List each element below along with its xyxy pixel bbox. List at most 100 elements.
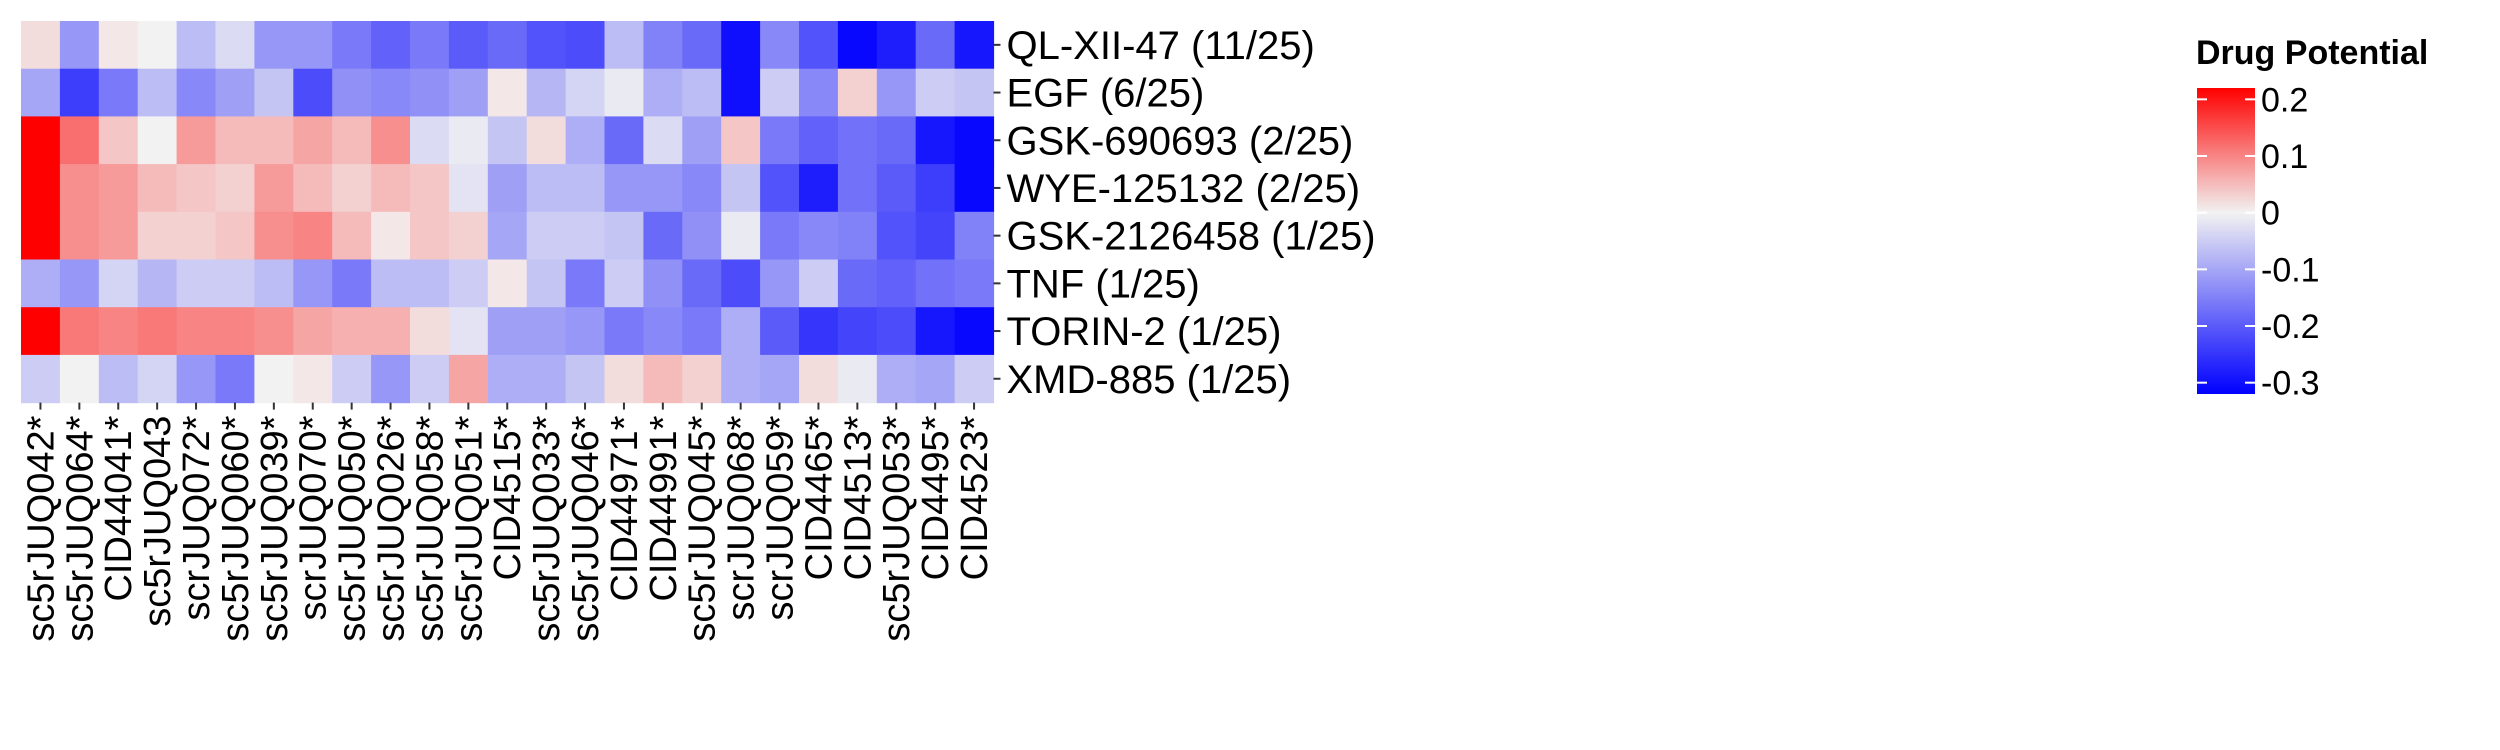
heatmap-cell — [682, 68, 722, 117]
heatmap-cell — [876, 116, 917, 165]
heatmap-cell — [21, 21, 61, 70]
heatmap-cell — [799, 21, 839, 70]
heatmap-cell — [799, 116, 839, 165]
column-label: sc5rJUQ064* — [59, 415, 101, 641]
column-label: CID4523* — [954, 415, 996, 580]
heatmap-cell — [643, 21, 683, 70]
heatmap-cell — [137, 116, 178, 165]
heatmap-cell — [954, 307, 995, 356]
heatmap-cell — [371, 164, 411, 213]
heatmap-cell — [487, 307, 528, 356]
row-label: TORIN-2 (1/25) — [1007, 310, 1282, 354]
heatmap-cell — [682, 116, 722, 165]
heatmap-cell — [254, 164, 294, 213]
heatmap-cell — [604, 354, 644, 404]
heatmap-cell — [332, 21, 372, 70]
heatmap-cell — [954, 259, 995, 308]
heatmap-cell — [98, 116, 139, 165]
column-label: CID44041* — [98, 415, 140, 601]
heatmap-cell — [332, 259, 372, 308]
heatmap-cell — [643, 354, 683, 404]
heatmap-cell — [526, 164, 567, 213]
heatmap-cell — [215, 354, 255, 404]
heatmap-cell — [98, 354, 139, 404]
heatmap-cell — [682, 164, 722, 213]
column-label: sc5rJUQ039* — [254, 415, 296, 641]
heatmap-cell — [176, 68, 217, 117]
heatmap-cell — [410, 211, 450, 261]
heatmap-cell — [293, 68, 333, 117]
heatmap-cell — [371, 354, 411, 404]
heatmap-cell — [565, 21, 606, 70]
heatmap-cell — [760, 354, 800, 404]
column-label: CID4515* — [487, 415, 529, 580]
heatmap-cell — [254, 259, 294, 308]
column-label: sc5rJUQ042* — [20, 415, 62, 641]
heatmap-cell — [254, 68, 294, 117]
heatmap-cell — [954, 116, 995, 165]
heatmap-cell — [215, 164, 255, 213]
heatmap-cell — [215, 307, 255, 356]
heatmap-cell — [410, 116, 450, 165]
heatmap-cell — [487, 259, 528, 308]
heatmap-cell — [954, 164, 995, 213]
heatmap-cell — [137, 211, 178, 261]
heatmap-cell — [799, 164, 839, 213]
heatmap-cell — [59, 21, 100, 70]
heatmap-cell — [98, 211, 139, 261]
heatmap-cell — [760, 307, 800, 356]
heatmap-cell — [293, 164, 333, 213]
row-label: XMD-885 (1/25) — [1007, 358, 1292, 402]
heatmap-cell — [876, 211, 917, 261]
column-label: sc5rJUQ046* — [565, 415, 607, 641]
heatmap-cell — [487, 164, 528, 213]
column-label: scrJUQ070* — [293, 415, 335, 620]
heatmap-cell — [98, 164, 139, 213]
heatmap-cell — [760, 68, 800, 117]
heatmap-cell — [21, 307, 61, 356]
heatmap-cell — [682, 211, 722, 261]
heatmap-cell — [565, 68, 606, 117]
heatmap-cell — [410, 259, 450, 308]
heatmap-cell — [371, 211, 411, 261]
heatmap-cell — [682, 21, 722, 70]
heatmap-cell — [410, 164, 450, 213]
heatmap-cell — [137, 164, 178, 213]
heatmap-cell — [254, 116, 294, 165]
heatmap-cell — [954, 68, 995, 117]
column-label: CID4465* — [798, 415, 840, 580]
legend-title: Drug Potential — [2196, 34, 2428, 72]
column-label: CID4513* — [837, 415, 879, 580]
column-label: CID44991* — [643, 415, 685, 601]
heatmap-cell — [215, 116, 255, 165]
heatmap-cell — [604, 211, 644, 261]
heatmap-cell — [21, 211, 61, 261]
heatmap-cell — [643, 307, 683, 356]
heatmap-cell — [254, 354, 294, 404]
heatmap-cell — [176, 116, 217, 165]
heatmap-cell — [59, 211, 100, 261]
column-label: sc5rJUQ026* — [371, 415, 413, 641]
heatmap-cell — [371, 259, 411, 308]
row-label: WYE-125132 (2/25) — [1007, 167, 1361, 211]
heatmap-cell — [526, 307, 567, 356]
heatmap-cell — [643, 116, 683, 165]
heatmap-cell — [760, 21, 800, 70]
heatmap-cell — [954, 21, 995, 70]
heatmap-cell — [59, 164, 100, 213]
heatmap-cell — [254, 307, 294, 356]
legend-tick-label: 0.2 — [2261, 81, 2308, 119]
heatmap-cell — [565, 354, 606, 404]
column-label: sc5rJUQ051* — [448, 415, 490, 641]
heatmap-cell — [410, 354, 450, 404]
heatmap-cell — [215, 21, 255, 70]
heatmap-cell — [293, 211, 333, 261]
heatmap-cell — [604, 21, 644, 70]
heatmap-cell — [59, 307, 100, 356]
heatmap-cell — [293, 21, 333, 70]
column-labels: sc5rJUQ042*sc5rJUQ064*CID44041* sc5rJUQ04… — [20, 402, 996, 642]
heatmap-cell — [682, 259, 722, 308]
heatmap-cell — [215, 68, 255, 117]
heatmap-cell — [137, 354, 178, 404]
